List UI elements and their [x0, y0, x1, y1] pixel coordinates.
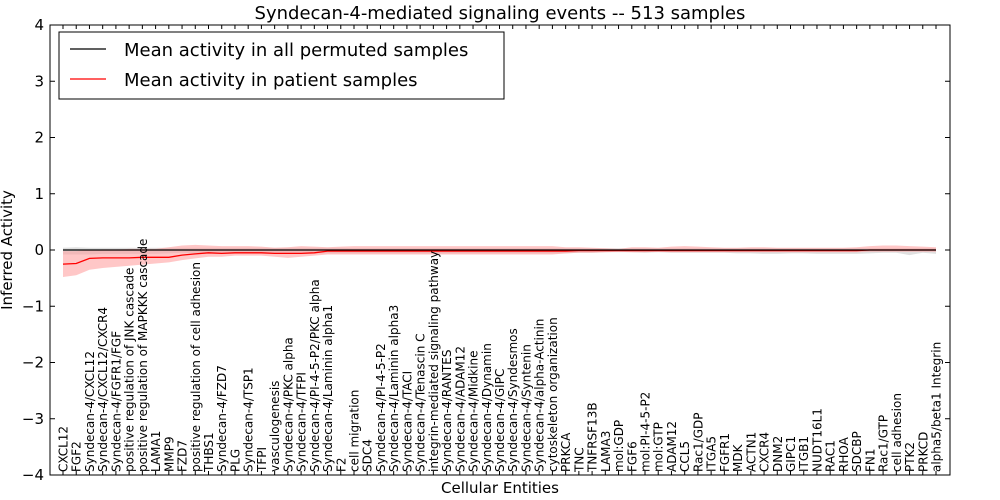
x-tick-label: Syndecan-4/CXCL12 [83, 351, 97, 472]
y-tick-label: 0 [34, 241, 44, 259]
x-tick-label: RHOA [837, 436, 851, 472]
legend-label-patient: Mean activity in patient samples [124, 70, 418, 91]
x-tick-label: Syndecan-4/Dynamin [480, 343, 494, 472]
x-tick-label: GIPC1 [784, 436, 798, 472]
x-tick-label: CXCR4 [758, 432, 772, 472]
x-tick-label: PTK2 [903, 442, 917, 472]
x-tick-label: integrin-mediated signaling pathway [427, 251, 441, 472]
y-tick-label: −3 [22, 410, 44, 428]
x-tick-label: mol:GTP [652, 422, 666, 472]
x-tick-label: DNM2 [771, 436, 785, 472]
x-tick-label: THBS1 [202, 432, 216, 473]
x-tick-label: RAC1 [824, 440, 838, 472]
y-tick-label: −1 [22, 297, 44, 315]
x-tick-label: cell migration [348, 390, 362, 472]
x-tick-label: Syndecan-4/TSP1 [242, 367, 256, 472]
x-tick-label: Syndecan-4/PKC alpha [281, 337, 295, 472]
y-tick-label: 2 [34, 129, 44, 147]
x-tick-label: ADAM12 [665, 421, 679, 472]
x-tick-label: NUDT16L1 [810, 408, 824, 472]
y-axis-label: Inferred Activity [0, 190, 16, 310]
x-tick-label: Syndecan-4/GIPC [493, 369, 507, 472]
x-tick-label: Syndecan-4/alpha-Actinin [533, 319, 547, 472]
x-tick-label: CCL5 [678, 441, 692, 472]
legend-label-permuted: Mean activity in all permuted samples [124, 40, 468, 61]
x-tick-label: vasculogenesis [268, 381, 282, 472]
x-tick-label: PRKCD [916, 432, 930, 472]
x-tick-label: Syndecan-4/Midkine [467, 351, 481, 472]
x-tick-label: LAMA1 [149, 431, 163, 472]
series-lines [62, 249, 936, 265]
x-tick-label: positive regulation of MAPKKK cascade [136, 239, 150, 472]
x-tick-label: Rac1/GDP [691, 413, 705, 472]
x-tick-label: positive regulation of cell adhesion [189, 262, 203, 472]
x-tick-label: F2 [334, 457, 348, 472]
x-tick-label: PRKCA [559, 432, 573, 472]
x-tick-label: FGF2 [70, 441, 84, 472]
y-tick-label: 4 [34, 16, 44, 34]
x-tick-label: PLG [228, 449, 242, 472]
x-tick-label: Syndecan-4/Syndesmos [506, 328, 520, 472]
x-axis: CXCL12 FGF2 Syndecan-4/CXCL12 Syndecan-4/CX… [57, 25, 944, 475]
x-tick-label: mol:GDP [612, 420, 626, 472]
x-tick-label: LAMA3 [599, 431, 613, 472]
x-tick-label: SDCBP [850, 431, 864, 472]
x-tick-label: MDK [731, 443, 745, 472]
x-tick-label: ITGB1 [797, 436, 811, 472]
x-tick-label: CXCL12 [57, 426, 71, 472]
x-tick-label: FZD7 [176, 440, 190, 472]
x-tick-label: cell adhesion [890, 393, 904, 472]
x-tick-label: TFPI [255, 447, 269, 473]
x-tick-label: Rac1/GTP [877, 415, 891, 472]
x-tick-label: Syndecan-4/ADAM12 [453, 346, 467, 472]
x-tick-label: TNC [572, 447, 586, 473]
x-tick-label: Syndecan-4/TACI [400, 371, 414, 472]
x-tick-label: Syndecan-4/FGFR1/FGF [109, 331, 123, 472]
x-tick-label: alpha5/beta1 Integrin [930, 342, 944, 472]
x-tick-label: positive regulation of JNK cascade [123, 268, 137, 472]
x-tick-label: FGF6 [625, 441, 639, 472]
x-tick-label: Syndecan-4/Laminin alpha3 [387, 305, 401, 472]
x-tick-label: cytoskeleton organization [546, 317, 560, 472]
x-tick-label: Syndecan-4/FZD7 [215, 365, 229, 472]
x-tick-label: mol:PI-4-5-P2 [639, 392, 653, 472]
y-tick-label: 3 [34, 72, 44, 90]
x-tick-label: Syndecan-4/Tenascin C [414, 333, 428, 472]
y-axis: 4 3 2 1 0 −1 −2 −3 −4 [22, 16, 950, 484]
y-tick-label: 1 [34, 185, 44, 203]
legend-frame [58, 31, 505, 100]
chart-title: Syndecan-4-mediated signaling events -- … [255, 3, 746, 24]
x-axis-label: Cellular Entities [441, 479, 559, 497]
x-tick-label: FN1 [863, 448, 877, 472]
x-tick-label: TNFRSF13B [586, 402, 600, 473]
x-tick-label: SDC4 [361, 439, 375, 472]
x-tick-label: ITGA5 [705, 436, 719, 472]
x-tick-label: Syndecan-4/Syntenin [519, 344, 533, 472]
x-tick-label: Syndecan-4/PI-4-5-P2 [374, 343, 388, 472]
x-tick-label: MMP9 [162, 436, 176, 472]
x-tick-label: ACTN1 [744, 432, 758, 472]
legend: Mean activity in all permuted samples Me… [58, 31, 505, 100]
y-tick-label: −4 [22, 466, 44, 484]
x-tick-label: Syndecan-4/PI-4-5-P2/PKC alpha [308, 279, 322, 472]
x-tick-label: FGFR1 [718, 433, 732, 472]
x-tick-label: Syndecan-4/Laminin alpha1 [321, 305, 335, 472]
x-tick-label: Syndecan-4/TFPI [295, 372, 309, 472]
y-tick-label: −2 [22, 354, 44, 372]
x-tick-label: Syndecan-4/RANTES [440, 350, 454, 472]
x-tick-label: Syndecan-4/CXCL12/CXCR4 [96, 307, 110, 472]
